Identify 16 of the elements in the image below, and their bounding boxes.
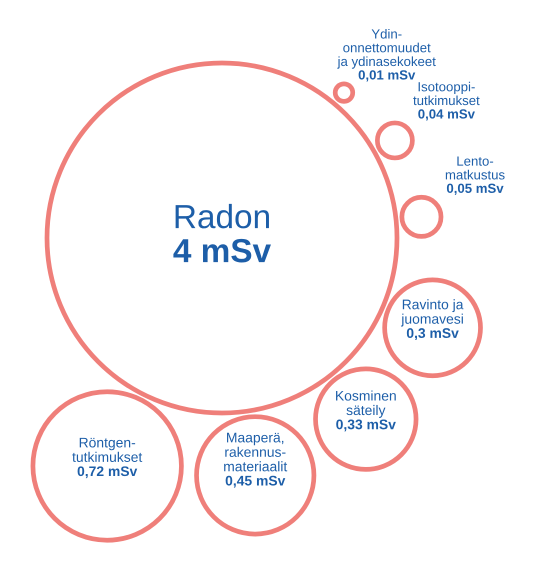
data-label: 4 mSv: [173, 238, 271, 262]
data-label: 0,01 mSv: [358, 70, 416, 82]
category-label: Ydin- onnettomuudet ja ydinasekokeet: [337, 28, 436, 69]
data-label: 0,3 mSv: [406, 328, 459, 340]
category-label: Isotooppi- tutkimukset: [413, 82, 480, 106]
category-label: Lento- matkustus: [446, 156, 505, 180]
category-label: Maaperä, rakennus- materiaalit: [224, 432, 288, 472]
data-label: 0,45 mSv: [226, 476, 286, 488]
data-label: 0,05 mSv: [446, 184, 504, 195]
category-label: Kosminen säteily: [336, 390, 396, 418]
data-label: 0,33 mSv: [336, 419, 396, 432]
data-label: 0,04 mSv: [418, 109, 475, 121]
category-label: Radon: [176, 204, 269, 228]
category-label: Röntgen- tutkimukset: [72, 438, 142, 462]
category-label: Ravinto ja juomavesi: [400, 299, 464, 327]
data-label: 0,72 mSv: [78, 466, 138, 478]
